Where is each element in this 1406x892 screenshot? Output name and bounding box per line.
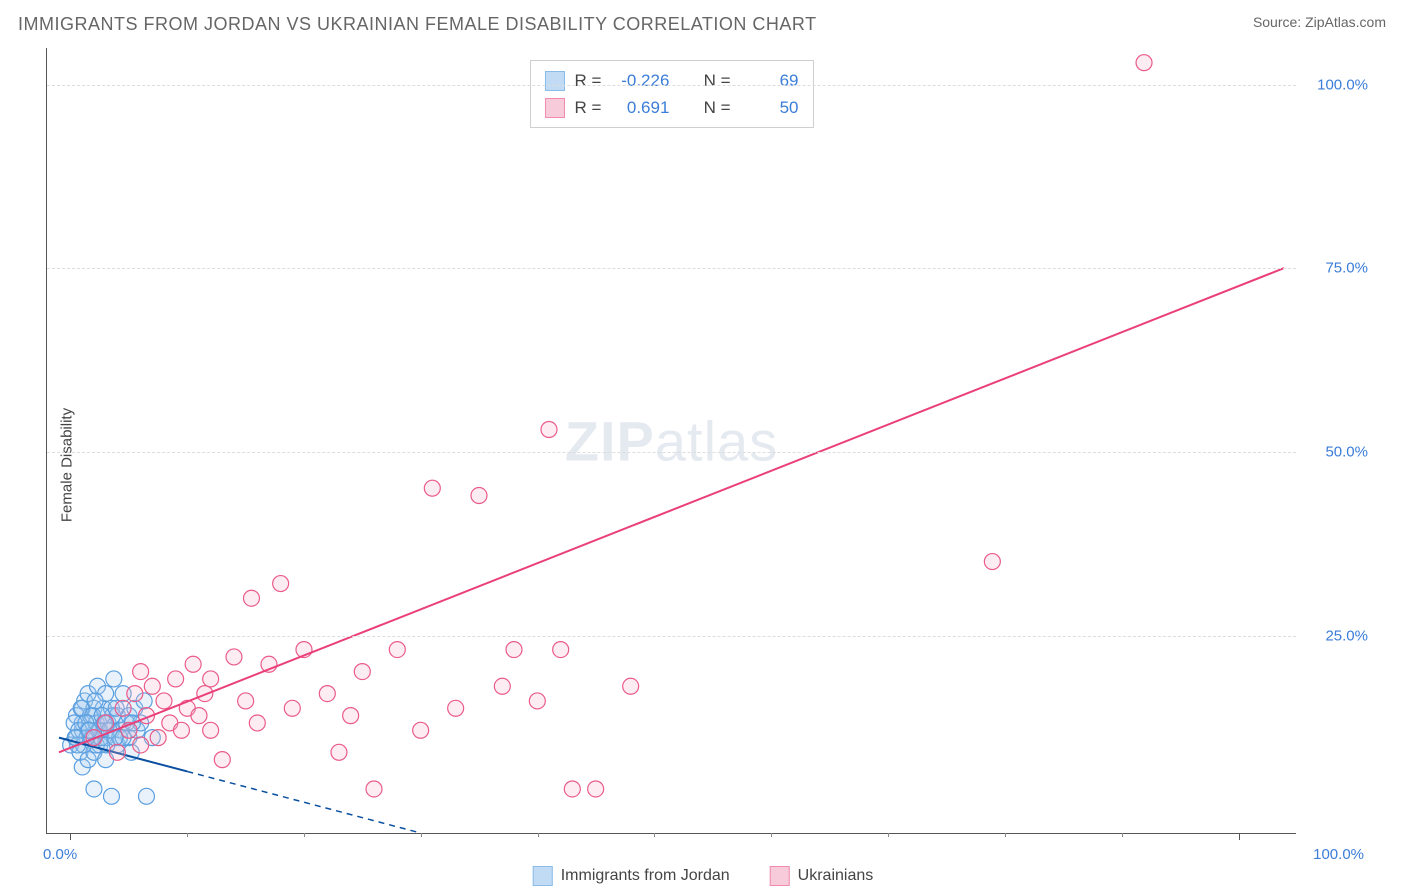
data-point[interactable]	[226, 649, 242, 665]
y-tick-label: 25.0%	[1325, 627, 1368, 644]
data-point[interactable]	[168, 671, 184, 687]
data-point[interactable]	[588, 781, 604, 797]
data-point[interactable]	[354, 664, 370, 680]
data-point[interactable]	[331, 744, 347, 760]
data-point[interactable]	[133, 737, 149, 753]
data-point[interactable]	[156, 693, 172, 709]
data-point[interactable]	[424, 480, 440, 496]
data-point[interactable]	[185, 656, 201, 672]
legend-label: Immigrants from Jordan	[561, 867, 730, 885]
data-point[interactable]	[448, 700, 464, 716]
x-tick-major	[1239, 833, 1240, 840]
x-tick-minor	[654, 833, 655, 837]
data-point[interactable]	[984, 554, 1000, 570]
source-label: Source:	[1253, 14, 1301, 30]
data-point[interactable]	[98, 715, 114, 731]
n-value: 69	[741, 67, 799, 94]
data-point[interactable]	[471, 488, 487, 504]
data-point[interactable]	[133, 664, 149, 680]
x-axis-min-label: 0.0%	[43, 846, 77, 863]
n-value: 50	[741, 94, 799, 121]
plot-area: ZIPatlas R =-0.226 N =69R =0.691 N =50 2…	[46, 48, 1296, 834]
data-point[interactable]	[366, 781, 382, 797]
chart-title: IMMIGRANTS FROM JORDAN VS UKRAINIAN FEMA…	[18, 14, 817, 35]
y-tick-label: 50.0%	[1325, 444, 1368, 461]
n-label: N =	[704, 94, 731, 121]
data-point[interactable]	[553, 642, 569, 658]
data-point[interactable]	[138, 788, 154, 804]
x-tick-minor	[1122, 833, 1123, 837]
n-label: N =	[704, 67, 731, 94]
data-point[interactable]	[506, 642, 522, 658]
y-tick-label: 75.0%	[1325, 260, 1368, 277]
gridline	[47, 452, 1296, 453]
legend-swatch	[544, 98, 564, 118]
legend-item[interactable]: Ukrainians	[770, 866, 874, 886]
data-point[interactable]	[284, 700, 300, 716]
r-label: R =	[574, 67, 601, 94]
data-point[interactable]	[106, 671, 122, 687]
legend-row: R = -0.226 N = 69	[544, 67, 798, 94]
data-point[interactable]	[87, 693, 103, 709]
legend-label: Ukrainians	[798, 867, 874, 885]
data-point[interactable]	[203, 722, 219, 738]
correlation-legend: R = -0.226 N = 69 R = 0.691 N = 50	[529, 60, 813, 128]
data-point[interactable]	[494, 678, 510, 694]
data-point[interactable]	[127, 686, 143, 702]
data-point[interactable]	[173, 722, 189, 738]
x-tick-major	[70, 833, 71, 840]
source-attribution: Source: ZipAtlas.com	[1253, 14, 1386, 30]
chart-container: Female Disability ZIPatlas R =-0.226 N =…	[0, 38, 1406, 892]
gridline	[47, 268, 1296, 269]
gridline	[47, 636, 1296, 637]
data-point[interactable]	[144, 678, 160, 694]
legend-swatch	[544, 71, 564, 91]
r-value: -0.226	[611, 67, 669, 94]
data-point[interactable]	[103, 788, 119, 804]
x-tick-minor	[771, 833, 772, 837]
data-point[interactable]	[319, 686, 335, 702]
legend-swatch	[770, 866, 790, 886]
data-point[interactable]	[109, 744, 125, 760]
r-value: 0.691	[611, 94, 669, 121]
gridline	[47, 85, 1296, 86]
data-point[interactable]	[273, 576, 289, 592]
trend-line	[59, 268, 1284, 752]
x-tick-minor	[1005, 833, 1006, 837]
data-point[interactable]	[249, 715, 265, 731]
source-link[interactable]: ZipAtlas.com	[1305, 14, 1386, 30]
data-point[interactable]	[564, 781, 580, 797]
data-point[interactable]	[238, 693, 254, 709]
data-point[interactable]	[243, 590, 259, 606]
data-point[interactable]	[214, 752, 230, 768]
plot-svg	[47, 48, 1296, 833]
data-point[interactable]	[541, 422, 557, 438]
data-point[interactable]	[150, 730, 166, 746]
legend-item[interactable]: Immigrants from Jordan	[533, 866, 730, 886]
data-point[interactable]	[191, 708, 207, 724]
r-label: R =	[574, 94, 601, 121]
data-point[interactable]	[623, 678, 639, 694]
x-tick-minor	[538, 833, 539, 837]
data-point[interactable]	[389, 642, 405, 658]
y-tick-label: 100.0%	[1317, 76, 1368, 93]
data-point[interactable]	[115, 700, 131, 716]
legend-row: R = 0.691 N = 50	[544, 94, 798, 121]
x-axis-max-label: 100.0%	[1313, 846, 1364, 863]
x-tick-minor	[187, 833, 188, 837]
data-point[interactable]	[86, 781, 102, 797]
data-point[interactable]	[413, 722, 429, 738]
x-tick-minor	[304, 833, 305, 837]
series-legend: Immigrants from Jordan Ukrainians	[533, 866, 874, 886]
x-tick-minor	[421, 833, 422, 837]
data-point[interactable]	[203, 671, 219, 687]
x-tick-minor	[888, 833, 889, 837]
data-point[interactable]	[1136, 55, 1152, 71]
data-point[interactable]	[529, 693, 545, 709]
legend-swatch	[533, 866, 553, 886]
data-point[interactable]	[343, 708, 359, 724]
trend-line-dashed	[187, 771, 420, 833]
